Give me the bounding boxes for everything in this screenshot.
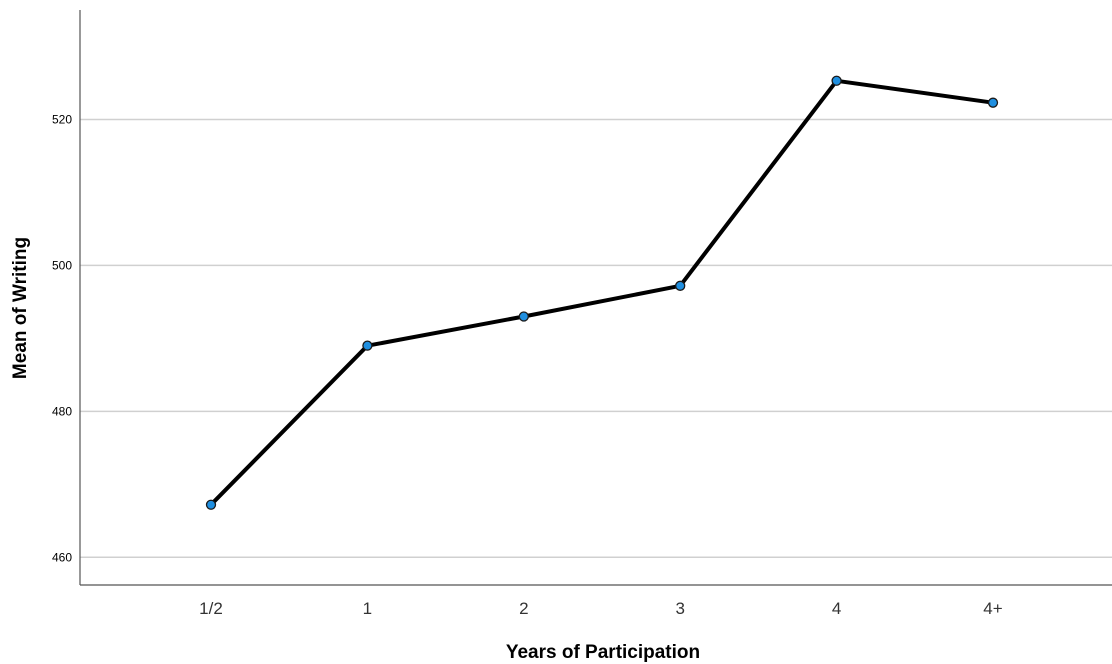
x-tick-label: 4+	[983, 599, 1002, 618]
data-point	[675, 280, 686, 291]
data-point	[831, 75, 842, 86]
x-tick-label: 2	[519, 599, 528, 618]
x-tick-label: 1	[363, 599, 372, 618]
data-point	[987, 97, 999, 108]
x-tick-labels: 1/2 1 2 3 4 4+	[199, 599, 1003, 618]
axes	[79, 10, 1112, 586]
series-line-layer	[209, 78, 995, 507]
y-axis-title: Mean of Writing	[10, 237, 31, 379]
gridlines	[80, 118, 1112, 559]
x-tick-label: 3	[675, 599, 684, 618]
data-point	[362, 340, 373, 351]
data-point	[205, 499, 217, 510]
data-points	[205, 75, 999, 510]
series-line	[209, 78, 995, 507]
y-tick-label: 460	[52, 550, 72, 564]
y-tick-label: 480	[52, 404, 72, 418]
x-tick-label: 4	[832, 599, 841, 618]
x-axis-title: Years of Participation	[506, 642, 700, 663]
y-tick-label: 520	[52, 112, 72, 126]
y-tick-label: 500	[52, 258, 72, 272]
x-tick-label: 1/2	[199, 599, 223, 618]
data-point	[518, 311, 529, 322]
y-tick-labels: 460 480 500 520	[52, 112, 72, 564]
